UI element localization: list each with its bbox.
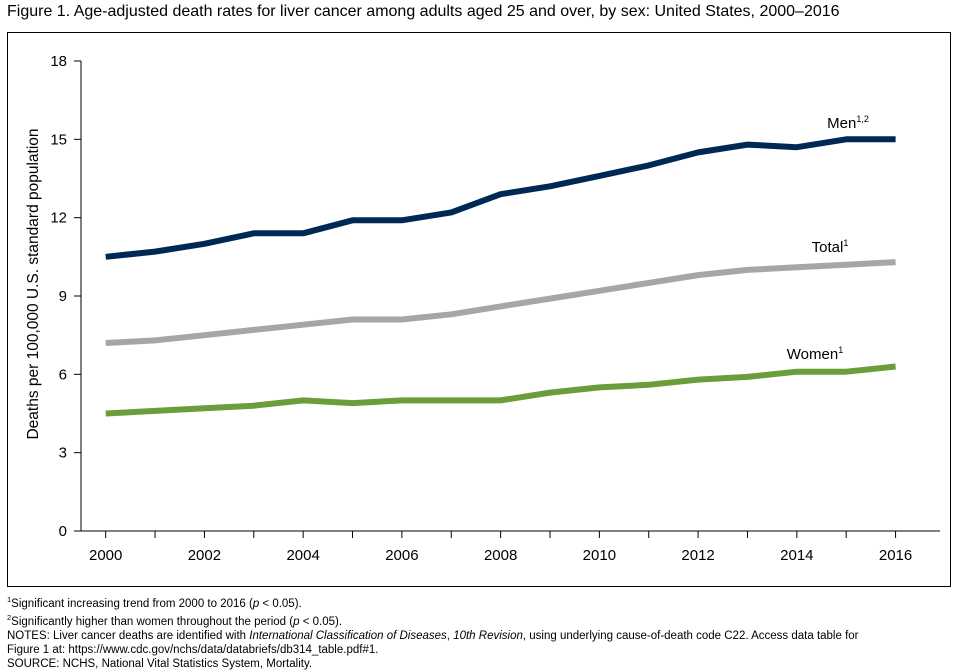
y-tick-label-15: 15: [50, 131, 67, 148]
y-axis-label: Deaths per 100,000 U.S. standard populat…: [25, 128, 42, 439]
series-line-women: [105, 363, 896, 417]
figure-title: Figure 1. Age-adjusted death rates for l…: [7, 3, 840, 20]
y-tick-label-3: 3: [59, 445, 67, 462]
series-label-men: Men1,2: [827, 114, 869, 132]
x-tick-label-2014: 2014: [780, 547, 813, 564]
x-tick-label-2010: 2010: [583, 547, 616, 564]
y-tick-label-18: 18: [50, 53, 67, 70]
x-tick-label-2016: 2016: [879, 547, 912, 564]
y-tick-label-0: 0: [59, 523, 67, 540]
series-label-women: Women1: [787, 345, 843, 363]
footnote-1: 1Significant increasing trend from 2000 …: [7, 595, 302, 610]
x-tick-label-2004: 2004: [286, 547, 319, 564]
footnotes: 1Significant increasing trend from 2000 …: [7, 593, 953, 671]
y-tick-label-6: 6: [59, 366, 67, 383]
x-tick-label-2008: 2008: [484, 547, 517, 564]
y-tick-label-9: 9: [59, 288, 67, 305]
chart-frame: [7, 32, 951, 587]
x-tick-label-2002: 2002: [188, 547, 221, 564]
footnote-2: 2Significantly higher than women through…: [7, 612, 343, 628]
x-tick-label-2006: 2006: [385, 547, 418, 564]
x-tick-label-2012: 2012: [681, 547, 714, 564]
series-line-men: [105, 136, 896, 260]
x-tick-label-2000: 2000: [89, 547, 122, 564]
y-tick-label-12: 12: [50, 210, 67, 227]
series-line-total: [105, 259, 896, 346]
series-label-total: Total1: [812, 238, 849, 256]
notes-line-2: Figure 1 at: https://www.cdc.gov/nchs/da…: [7, 643, 379, 656]
source-line: SOURCE: NCHS, National Vital Statistics …: [7, 657, 313, 670]
notes-line-1: NOTES: Liver cancer deaths are identifie…: [7, 629, 859, 642]
